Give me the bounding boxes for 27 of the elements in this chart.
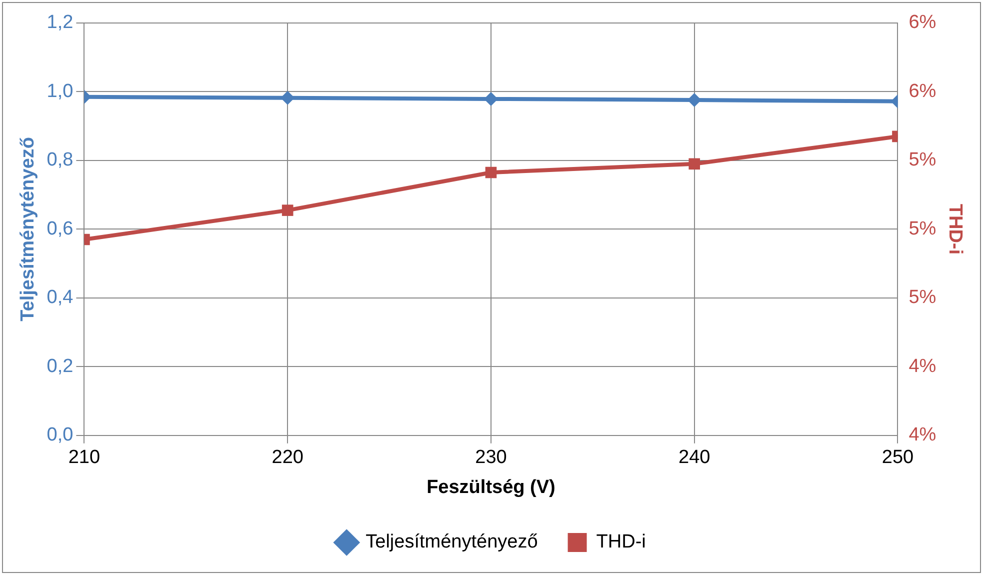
- y-tick-label: 0,0: [46, 424, 74, 446]
- x-tick-label: 220: [272, 447, 304, 468]
- legend-label: THD-i: [596, 532, 646, 553]
- y2-tick-label: 5%: [908, 150, 936, 171]
- y2-tick-label: 6%: [908, 80, 936, 102]
- y2-tick-label: 5%: [908, 218, 936, 240]
- point: [485, 166, 497, 178]
- y-tick-label: 0,8: [46, 150, 74, 171]
- legend-label: Teljesítménytényező: [366, 532, 538, 553]
- point: [282, 204, 294, 216]
- y-tick-label: 0,4: [46, 287, 74, 308]
- x-tick-label: 240: [678, 447, 710, 468]
- y-tick-label: 0,2: [46, 356, 74, 377]
- y-tick-label: 1,0: [46, 80, 74, 102]
- x-tick-label: 230: [475, 447, 507, 468]
- y-tick-label: 0,6: [46, 218, 74, 240]
- point: [688, 158, 700, 170]
- y-tick-label: 1,2: [46, 12, 74, 34]
- y-axis-title: Teljesítménytényező: [18, 136, 39, 322]
- y2-tick-label: 4%: [908, 356, 936, 377]
- x-axis-title: Feszültség (V): [426, 476, 556, 498]
- y2-tick-label: 5%: [908, 287, 936, 308]
- x-tick-label: 250: [882, 447, 914, 468]
- y2-tick-label: 6%: [908, 12, 936, 34]
- x-tick-label: 210: [68, 447, 100, 468]
- y2-axis-title: THD-i: [944, 204, 966, 255]
- y2-tick-label: 4%: [908, 424, 936, 446]
